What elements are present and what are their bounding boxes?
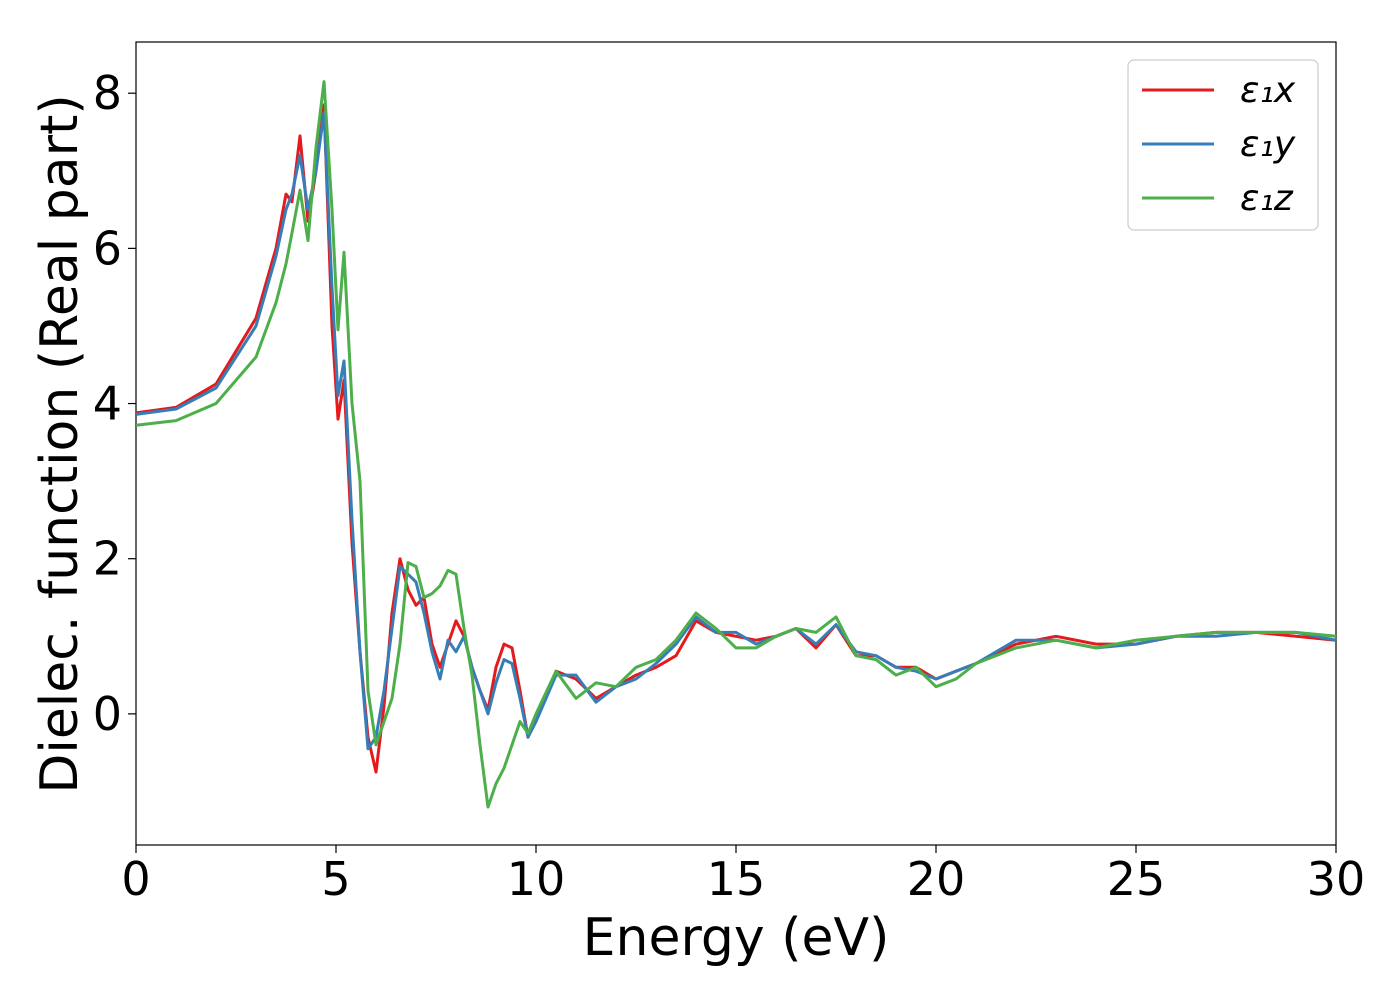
y-tick-label: 8 — [93, 66, 122, 120]
y-tick-label: 4 — [93, 377, 122, 431]
x-tick-label: 10 — [507, 852, 566, 906]
x-tick-label: 0 — [121, 852, 150, 906]
legend-box — [1127, 59, 1319, 231]
legend-label: ε₁x — [1240, 70, 1296, 111]
y-tick-label: 2 — [93, 532, 122, 586]
x-axis-label: Energy (eV) — [583, 908, 890, 968]
legend: ε₁x ε₁y ε₁z — [1127, 59, 1319, 231]
x-tick-label: 30 — [1307, 852, 1366, 906]
series-line — [135, 80, 1337, 809]
legend-label: ε₁z — [1240, 178, 1294, 219]
x-tick-label: 15 — [707, 852, 766, 906]
x-tick-label: 25 — [1107, 852, 1166, 906]
y-tick-label: 6 — [93, 221, 122, 275]
y-axis-label: Dielec. function (Real part) — [30, 94, 90, 793]
legend-label: ε₁y — [1240, 124, 1296, 165]
x-tick-label: 5 — [321, 852, 350, 906]
series-line — [135, 111, 1337, 751]
y-tick-label: 0 — [93, 687, 122, 741]
x-tick-label: 20 — [907, 852, 966, 906]
